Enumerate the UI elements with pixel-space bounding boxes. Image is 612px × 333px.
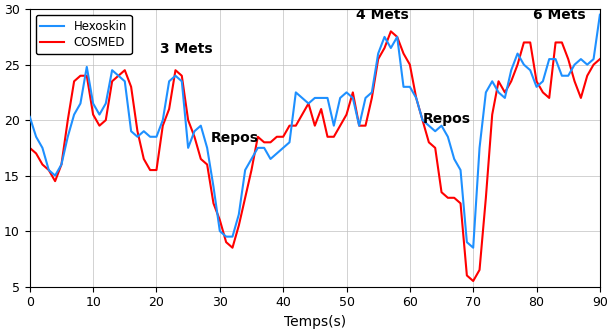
COSMED xyxy=(356,124,363,128)
Text: Repos: Repos xyxy=(211,131,258,145)
COSMED xyxy=(469,279,477,283)
Line: Hexoskin: Hexoskin xyxy=(30,15,600,248)
COSMED xyxy=(172,68,179,72)
COSMED xyxy=(590,63,597,67)
COSMED xyxy=(159,124,166,128)
Hexoskin xyxy=(596,13,603,17)
COSMED xyxy=(596,57,603,61)
COSMED xyxy=(387,29,395,33)
Legend: Hexoskin, COSMED: Hexoskin, COSMED xyxy=(35,15,132,54)
Text: 4 Mets: 4 Mets xyxy=(356,8,409,23)
Hexoskin xyxy=(590,57,597,61)
Line: COSMED: COSMED xyxy=(30,31,600,281)
Text: 2 Mets: 2 Mets xyxy=(77,42,130,56)
Hexoskin xyxy=(95,113,103,117)
Hexoskin xyxy=(469,246,477,250)
Hexoskin xyxy=(26,115,34,119)
Hexoskin xyxy=(514,52,521,56)
Hexoskin xyxy=(159,118,166,122)
COSMED xyxy=(95,124,103,128)
X-axis label: Temps(s): Temps(s) xyxy=(284,315,346,329)
COSMED xyxy=(26,146,34,150)
Hexoskin xyxy=(584,63,591,67)
Text: 6 Mets: 6 Mets xyxy=(534,8,586,23)
Hexoskin xyxy=(172,74,179,78)
COSMED xyxy=(520,40,528,44)
Text: Repos: Repos xyxy=(422,112,471,126)
Text: 3 Mets: 3 Mets xyxy=(160,42,212,56)
